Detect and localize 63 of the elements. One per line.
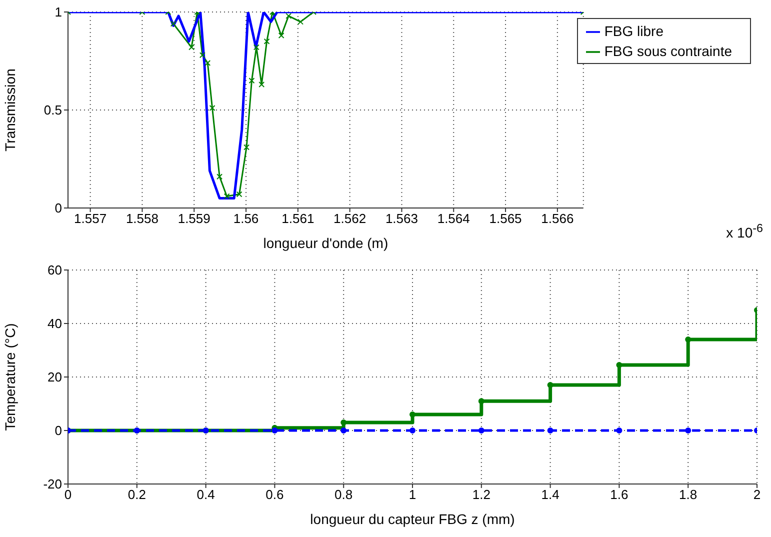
x-axis-title: longueur d'onde (m) [263, 235, 388, 251]
point [209, 105, 216, 112]
point [199, 52, 206, 58]
x-tick-label: 0.4 [196, 487, 215, 502]
x-tick-label: 0.8 [334, 487, 353, 502]
point [340, 428, 347, 434]
y-axis-title: Transmission [2, 68, 18, 152]
x-tick-label: 1.558 [126, 211, 158, 226]
y-tick-label: 0 [54, 423, 62, 438]
point [685, 428, 692, 434]
y-tick-label: 20 [48, 370, 62, 385]
point [278, 32, 284, 39]
point [216, 174, 223, 180]
point [410, 428, 416, 434]
y-tick-label: 40 [48, 316, 62, 332]
point [188, 44, 195, 50]
point [616, 362, 622, 368]
y-tick-label: -20 [43, 476, 62, 492]
point [264, 38, 270, 44]
point [204, 60, 211, 66]
point [253, 44, 260, 50]
x-tick-label: 1.562 [334, 211, 366, 226]
point [258, 82, 265, 88]
y-tick-label: 0.5 [44, 102, 62, 118]
point [248, 78, 255, 84]
x-tick-label: 1.8 [679, 487, 698, 502]
x-tick-label: 1 [408, 487, 416, 502]
x-tick-label: 1.6 [610, 487, 628, 502]
x-tick-label: 1.564 [437, 211, 470, 226]
point [170, 20, 176, 27]
point [478, 398, 484, 404]
legend-label: FBG sous contrainte [604, 43, 732, 59]
x-tick-label: 1.565 [489, 211, 522, 226]
point [410, 411, 416, 418]
x-tick-label: 0.6 [266, 487, 284, 502]
x-tick-label: 0.2 [128, 487, 146, 502]
x-tick-label: 1.563 [385, 211, 418, 226]
point [244, 144, 250, 150]
y-tick-label: 60 [48, 262, 62, 278]
x-tick-label: 2 [753, 487, 761, 502]
y-axis-title: Temperature (°C) [2, 323, 18, 431]
point [286, 12, 292, 19]
point [478, 428, 484, 434]
point [298, 18, 304, 25]
x-tick-label: 1.2 [472, 487, 490, 502]
point [340, 419, 347, 426]
y-tick-label: 0 [54, 200, 62, 216]
x-axis-title: longueur du capteur FBG z (mm) [310, 511, 515, 527]
x-tick-label: 1.557 [74, 211, 107, 226]
x-tick-label: 1.561 [282, 211, 314, 226]
text: x 10$^{-6}$ [726, 222, 763, 241]
y-tick-label: 1 [54, 4, 62, 20]
x-tick-label: 1.4 [541, 487, 560, 502]
x-tick-label: 1.56 [233, 211, 259, 226]
point [236, 191, 242, 198]
x-tick-label: 1.559 [178, 211, 210, 226]
point [224, 193, 230, 200]
x-tick-label: 0 [64, 487, 72, 502]
point [616, 428, 622, 434]
legend-label: FBG libre [604, 23, 664, 39]
point [547, 428, 554, 434]
x-tick-label: 1.566 [541, 211, 574, 226]
point [272, 428, 278, 434]
